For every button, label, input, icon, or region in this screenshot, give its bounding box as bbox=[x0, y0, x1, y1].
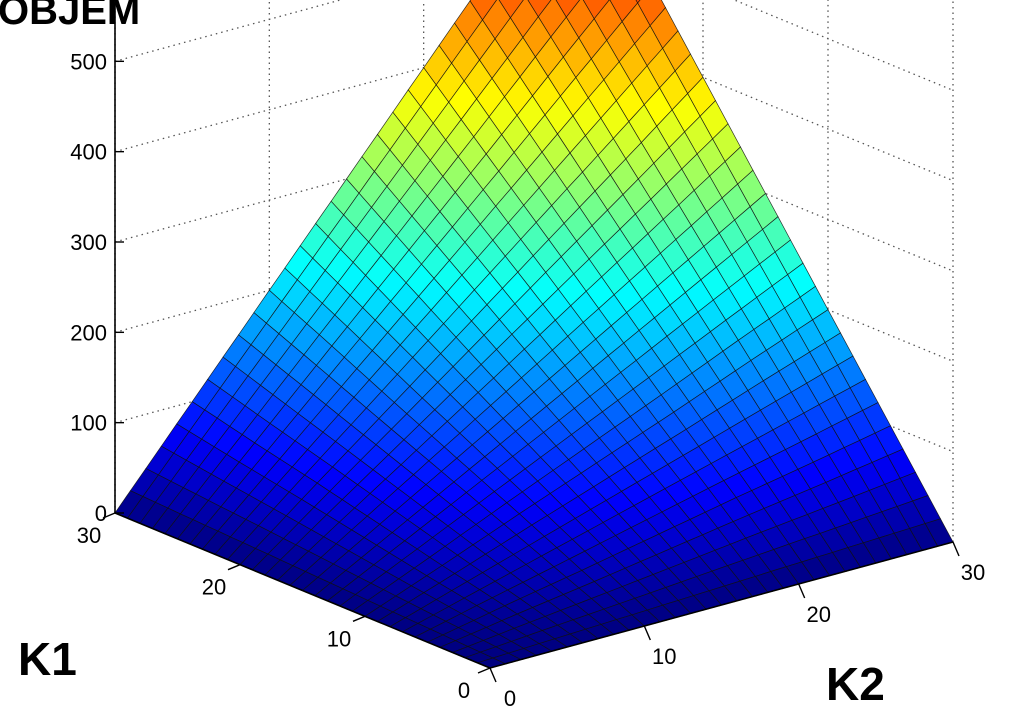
z-tick-label-400: 400 bbox=[70, 140, 107, 165]
x-tick-label-10: 10 bbox=[652, 644, 676, 669]
y-axis-line bbox=[114, 512, 491, 669]
z-tick-label-200: 200 bbox=[70, 320, 107, 345]
y-tick-label-30: 30 bbox=[77, 523, 101, 548]
y-tick-label-0: 0 bbox=[458, 678, 470, 703]
chart-title: OBJEM bbox=[0, 0, 140, 33]
x-tick-mark-10 bbox=[643, 625, 651, 641]
z-tick-label-100: 100 bbox=[70, 411, 107, 436]
x-tick-mark-30 bbox=[952, 541, 960, 557]
y-tick-label-10: 10 bbox=[327, 626, 351, 651]
x-axis-label: K2 bbox=[826, 658, 885, 710]
x-axis-line bbox=[489, 541, 954, 669]
tick-layer: 010020030040050060001020300102030 bbox=[70, 0, 985, 711]
y-axis-label: K1 bbox=[18, 633, 77, 685]
y-tick-label-20: 20 bbox=[202, 575, 226, 600]
x-tick-label-20: 20 bbox=[806, 602, 830, 627]
y-tick-mark-20 bbox=[227, 564, 241, 571]
z-tick-label-500: 500 bbox=[70, 49, 107, 74]
surface-layer bbox=[114, 0, 954, 669]
x-tick-label-30: 30 bbox=[961, 560, 985, 585]
x-tick-mark-0 bbox=[489, 667, 497, 683]
y-tick-mark-30 bbox=[102, 512, 116, 519]
x-tick-mark-20 bbox=[798, 583, 806, 599]
y-tick-mark-10 bbox=[352, 615, 366, 622]
z-tick-label-300: 300 bbox=[70, 230, 107, 255]
x-tick-label-0: 0 bbox=[504, 686, 516, 711]
z-tick-label-0: 0 bbox=[95, 501, 107, 526]
y-tick-mark-0 bbox=[477, 667, 491, 674]
